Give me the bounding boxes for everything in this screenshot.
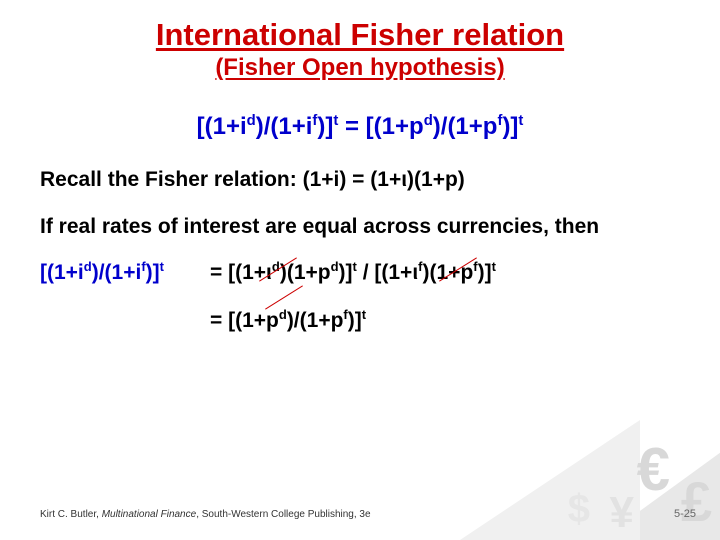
- footer-citation: Kirt C. Butler, Multinational Finance, S…: [40, 509, 371, 520]
- derivation-rhs-1: = [(1+ιd)(1+pd)]t / [(1+ιf)(1+pf)]t: [210, 261, 496, 285]
- recall-line: Recall the Fisher relation: (1+i) = (1+ι…: [40, 167, 680, 192]
- footer-author: Kirt C. Butler,: [40, 509, 102, 520]
- derivation-rhs-2: = [(1+pd)/(1+pf)]t: [210, 309, 680, 333]
- derivation-lhs: [(1+id)/(1+if)]t: [40, 261, 210, 285]
- footer-publisher: , South-Western College Publishing, 3e: [196, 509, 370, 520]
- slide-subtitle: (Fisher Open hypothesis): [40, 54, 680, 83]
- strike-mark: [265, 286, 303, 310]
- derivation-row-1: [(1+id)/(1+if)]t = [(1+ιd)(1+pd)]t / [(1…: [40, 261, 680, 285]
- slide-title: International Fisher relation: [40, 18, 680, 52]
- footer-book-title: Multinational Finance: [102, 509, 197, 520]
- slide: International Fisher relation (Fisher Op…: [0, 0, 720, 540]
- page-number: 5-25: [674, 508, 696, 520]
- premise-line: If real rates of interest are equal acro…: [40, 214, 680, 239]
- main-equation: [(1+id)/(1+if)]t = [(1+pd)/(1+pf)]t: [40, 113, 680, 141]
